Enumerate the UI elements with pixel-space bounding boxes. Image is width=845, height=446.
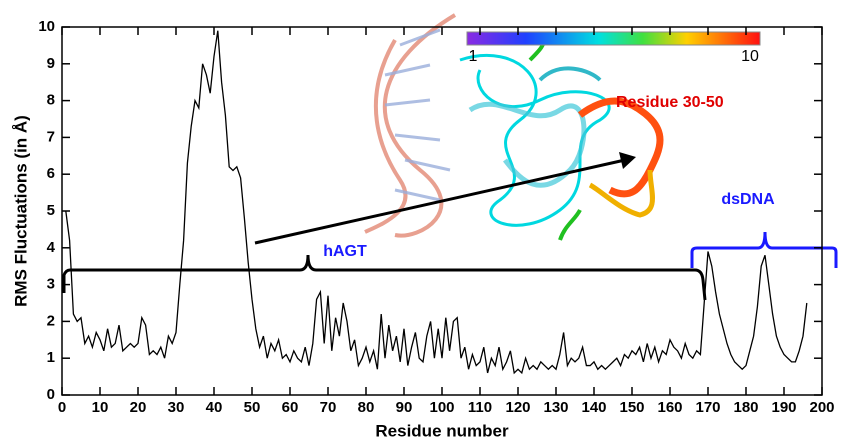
brace-hagt — [62, 254, 707, 301]
annotation: hAGT — [323, 243, 367, 260]
x-tick-label: 30 — [168, 399, 185, 416]
annotation: dsDNA — [721, 191, 775, 208]
y-tick-label: 2 — [47, 312, 55, 329]
x-tick-label: 100 — [429, 399, 454, 416]
arrow — [254, 158, 626, 245]
y-tick-label: 8 — [47, 92, 55, 109]
y-tick-label: 10 — [38, 18, 55, 35]
colorbar — [466, 31, 761, 46]
x-tick-label: 60 — [282, 399, 299, 416]
x-tick-label: 120 — [505, 399, 530, 416]
arrowhead — [619, 152, 636, 169]
y-tick-label: 5 — [47, 202, 55, 219]
y-tick-label: 9 — [47, 55, 55, 72]
x-tick-label: 190 — [771, 399, 796, 416]
x-tick-label: 10 — [92, 399, 109, 416]
y-axis-label: RMS Fluctuations (in Å) — [11, 115, 30, 307]
x-tick-label: 140 — [581, 399, 606, 416]
colorbar-tick-label: 1 — [469, 48, 478, 65]
x-tick-label: 90 — [396, 399, 413, 416]
x-tick-label: 110 — [468, 399, 492, 416]
x-tick-label: 50 — [244, 399, 261, 416]
x-tick-label: 20 — [130, 399, 147, 416]
x-tick-label: 0 — [58, 399, 66, 416]
y-tick-label: 6 — [47, 165, 55, 182]
x-tick-label: 40 — [206, 399, 223, 416]
y-tick-label: 1 — [47, 349, 55, 366]
brace-dsdna — [690, 231, 838, 268]
y-tick-label: 4 — [47, 239, 56, 256]
y-tick-label: 0 — [47, 386, 55, 403]
y-tick-label: 7 — [47, 128, 55, 145]
x-tick-label: 130 — [543, 399, 568, 416]
y-tick-label: 3 — [47, 276, 55, 293]
x-tick-label: 170 — [695, 399, 720, 416]
x-tick-label: 160 — [657, 399, 682, 416]
molecule-inset — [364, 13, 664, 241]
data-line — [65, 30, 808, 375]
x-tick-label: 70 — [320, 399, 337, 416]
colorbar-tick-label: 10 — [741, 48, 759, 65]
x-tick-label: 80 — [358, 399, 375, 416]
x-tick-label: 180 — [733, 399, 758, 416]
x-tick-label: 150 — [619, 399, 644, 416]
annotation: Residue 30-50 — [616, 94, 724, 111]
x-axis-label: Residue number — [375, 421, 509, 440]
x-tick-label: 200 — [809, 399, 834, 416]
